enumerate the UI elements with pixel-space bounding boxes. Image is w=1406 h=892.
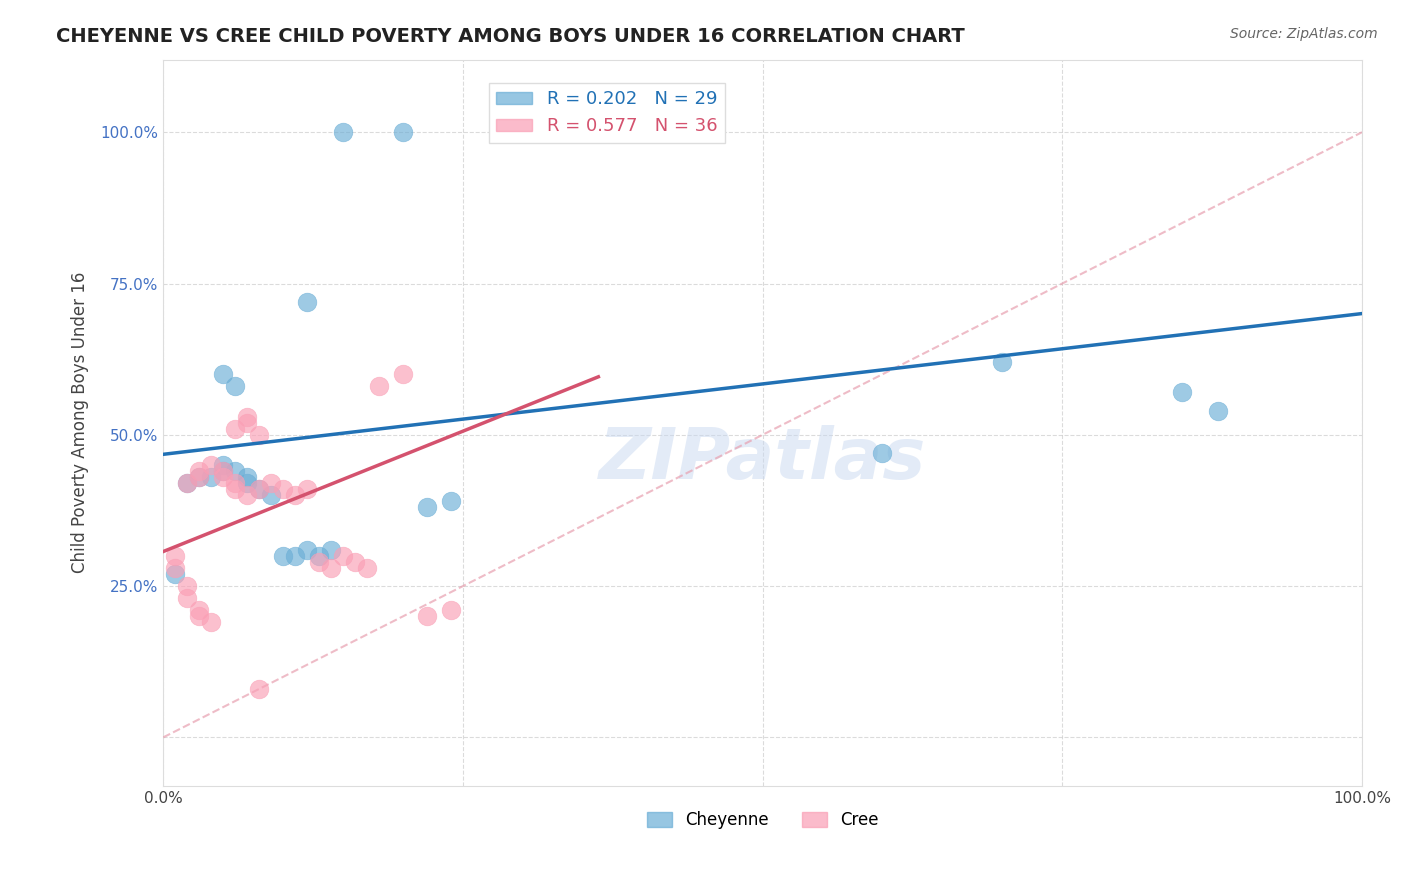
Cree — [188, 603, 211, 617]
Cheyenne — [872, 446, 894, 460]
Cree — [200, 458, 222, 472]
Cheyenne — [308, 549, 330, 563]
Cheyenne — [295, 542, 318, 557]
Cheyenne — [200, 470, 222, 484]
Cheyenne — [176, 476, 198, 491]
Cree — [319, 561, 342, 575]
Cheyenne — [236, 470, 259, 484]
Cheyenne — [247, 482, 270, 496]
Cheyenne — [260, 488, 283, 502]
Cree — [188, 470, 211, 484]
Cheyenne — [212, 368, 235, 382]
Cree — [212, 464, 235, 478]
Cree — [176, 476, 198, 491]
Cree — [165, 561, 187, 575]
Cheyenne — [271, 549, 294, 563]
Cree — [224, 476, 246, 491]
Cree — [440, 603, 463, 617]
Cree — [332, 549, 354, 563]
Cree — [392, 368, 415, 382]
Cree — [165, 549, 187, 563]
Cree — [176, 591, 198, 606]
Cheyenne — [284, 549, 307, 563]
Cree — [416, 609, 439, 624]
Cheyenne — [392, 125, 415, 139]
Cheyenne — [319, 542, 342, 557]
Cheyenne — [991, 355, 1014, 369]
Cree — [247, 681, 270, 696]
Cheyenne — [165, 566, 187, 581]
Cree — [236, 488, 259, 502]
Cree — [344, 555, 367, 569]
Cree — [176, 579, 198, 593]
Cheyenne — [1206, 403, 1229, 417]
Cheyenne — [416, 500, 439, 515]
Cheyenne — [512, 125, 534, 139]
Cheyenne — [224, 379, 246, 393]
Cheyenne — [224, 464, 246, 478]
Cree — [295, 482, 318, 496]
Cree — [236, 409, 259, 424]
Cheyenne — [295, 294, 318, 309]
Cree — [188, 464, 211, 478]
Cree — [224, 482, 246, 496]
Cheyenne — [332, 125, 354, 139]
Y-axis label: Child Poverty Among Boys Under 16: Child Poverty Among Boys Under 16 — [72, 272, 89, 574]
Cree — [308, 555, 330, 569]
Cheyenne — [1171, 385, 1194, 400]
Cheyenne — [236, 476, 259, 491]
Cheyenne — [547, 125, 569, 139]
Text: ZIPatlas: ZIPatlas — [599, 425, 927, 493]
Cree — [200, 615, 222, 630]
Cree — [247, 482, 270, 496]
Cree — [271, 482, 294, 496]
Cree — [260, 476, 283, 491]
Cree — [247, 427, 270, 442]
Text: CHEYENNE VS CREE CHILD POVERTY AMONG BOYS UNDER 16 CORRELATION CHART: CHEYENNE VS CREE CHILD POVERTY AMONG BOY… — [56, 27, 965, 45]
Cheyenne — [188, 470, 211, 484]
Cree — [284, 488, 307, 502]
Legend: Cheyenne, Cree: Cheyenne, Cree — [640, 805, 886, 836]
Cree — [368, 379, 391, 393]
Cree — [547, 125, 569, 139]
Cheyenne — [212, 458, 235, 472]
Cree — [188, 609, 211, 624]
Cheyenne — [212, 464, 235, 478]
Text: Source: ZipAtlas.com: Source: ZipAtlas.com — [1230, 27, 1378, 41]
Cree — [356, 561, 378, 575]
Cree — [224, 422, 246, 436]
Cree — [212, 470, 235, 484]
Cheyenne — [440, 494, 463, 508]
Cree — [236, 416, 259, 430]
